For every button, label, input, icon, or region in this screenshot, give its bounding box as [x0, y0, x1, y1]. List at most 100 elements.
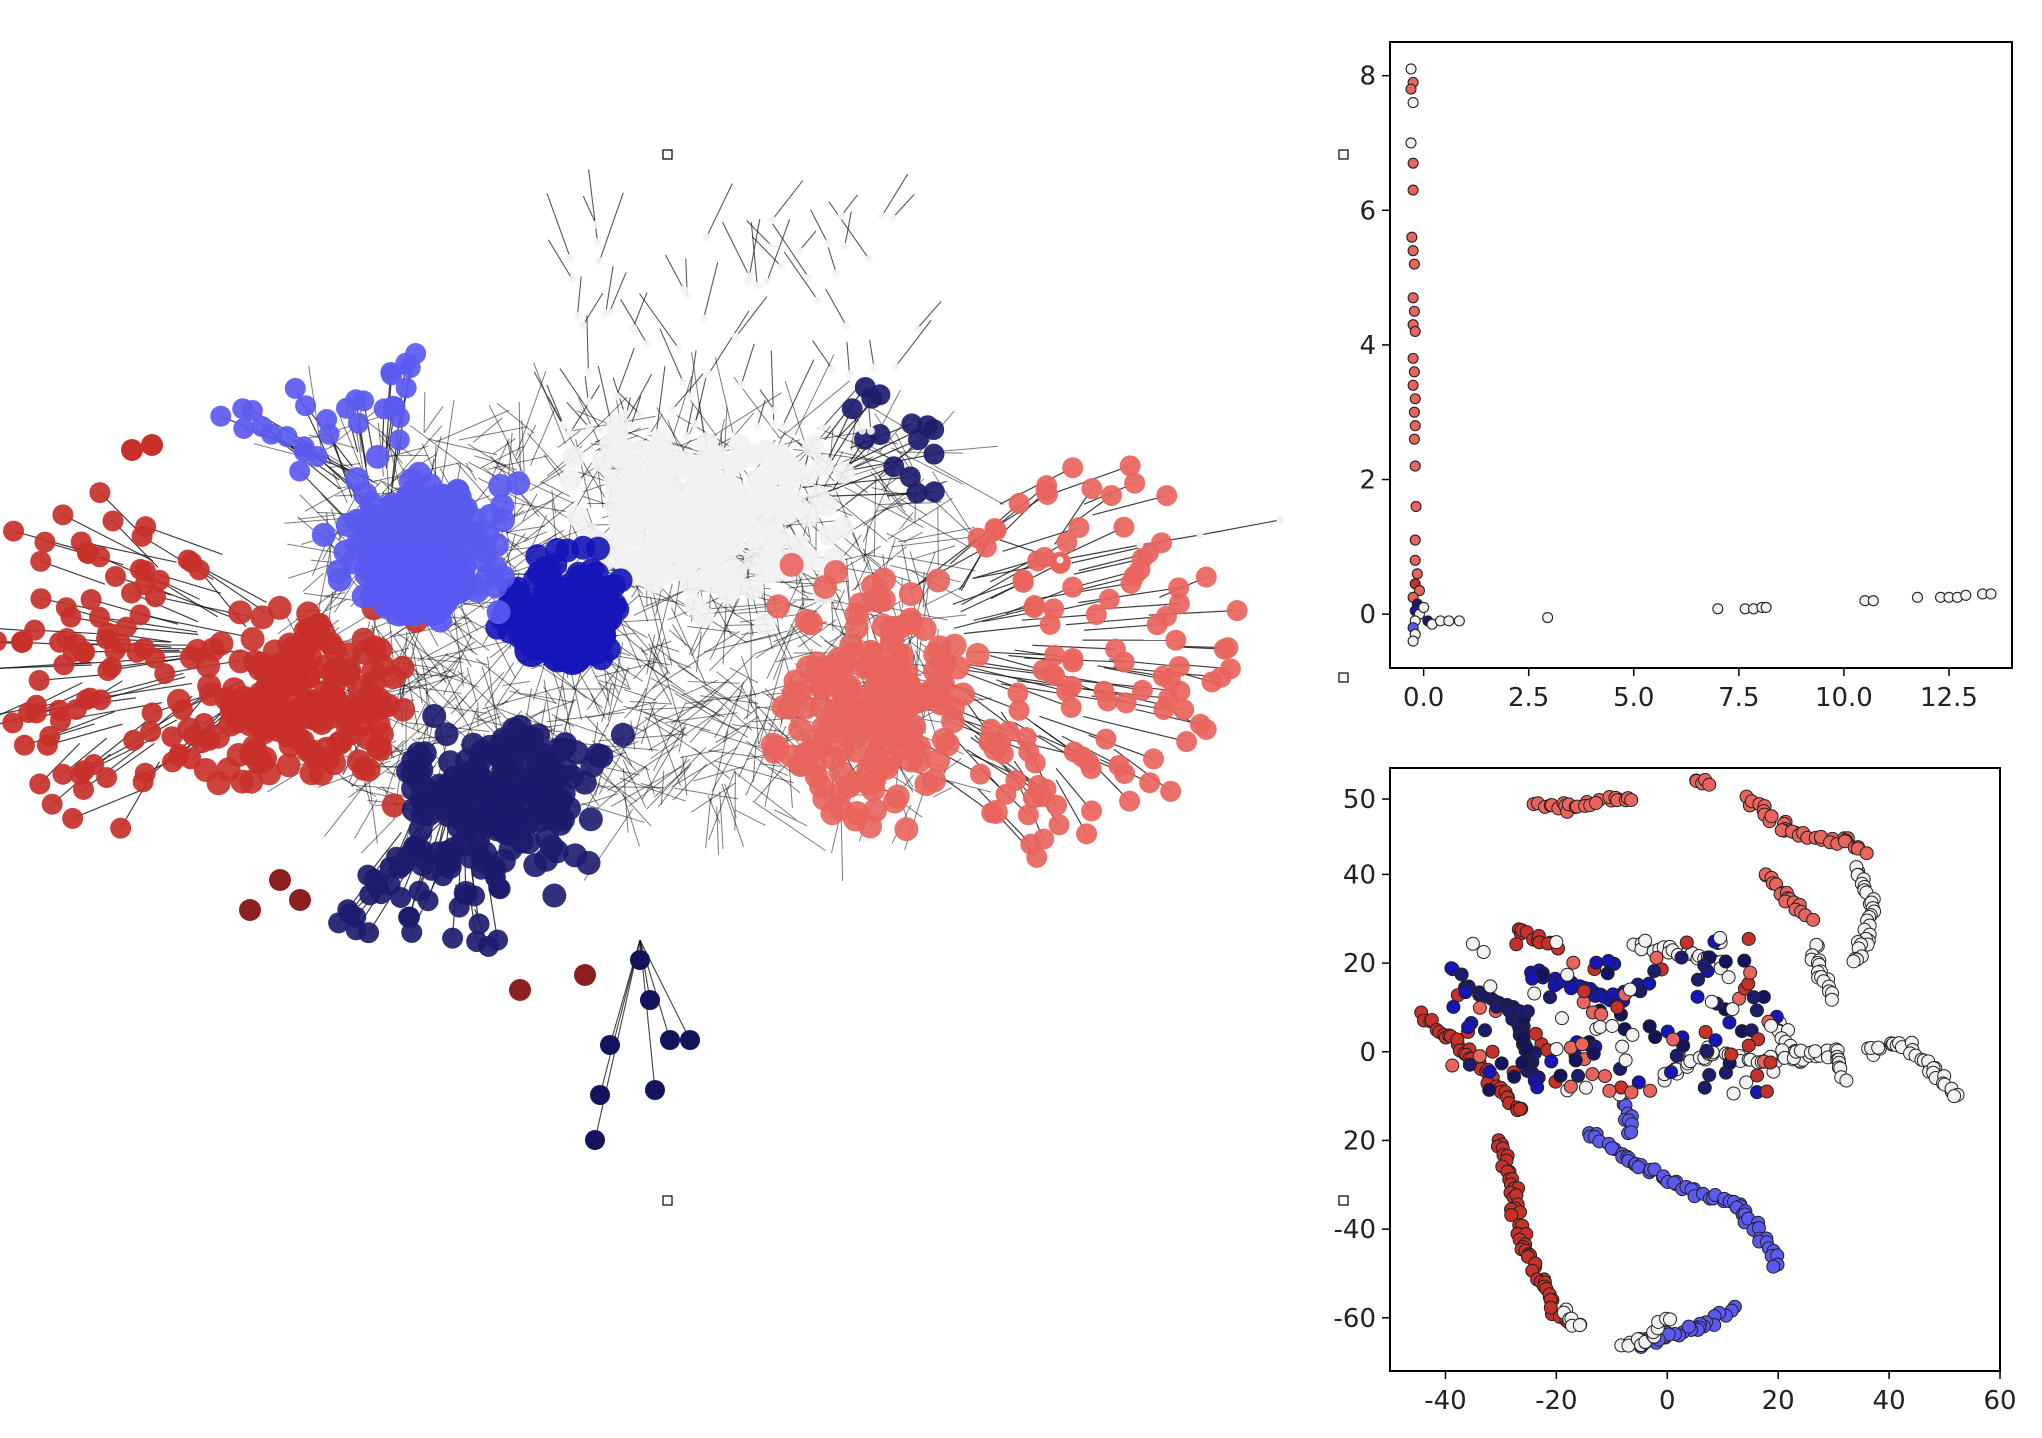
network-edge — [705, 392, 782, 441]
scatter-bottom-point — [1605, 1018, 1620, 1033]
network-edge — [724, 406, 728, 452]
scatter-bottom-point — [1560, 967, 1575, 982]
network-edge — [703, 634, 779, 653]
network-node — [377, 494, 402, 519]
network-node — [779, 552, 804, 577]
scatter-bottom-point — [1527, 986, 1542, 1001]
network-edge — [559, 368, 602, 431]
scatter-bottom-point — [1476, 945, 1491, 960]
network-node — [239, 899, 261, 921]
network-edge — [716, 671, 745, 694]
network-node — [498, 836, 523, 861]
network-node — [1023, 597, 1045, 619]
scatter-top-point — [1542, 611, 1554, 624]
scatter-bottom-point — [1472, 1000, 1487, 1015]
network-node — [566, 505, 589, 528]
network-node — [366, 712, 391, 737]
network-node — [73, 760, 95, 782]
scatter-bottom-point — [1610, 1000, 1625, 1015]
network-node — [627, 421, 636, 430]
scatter-bottom-ytick-label: -40 — [1334, 1215, 1376, 1245]
network-edge — [825, 397, 873, 470]
network-node — [365, 444, 390, 469]
network-node — [568, 275, 577, 284]
network-edge — [493, 466, 574, 504]
network-edge — [709, 730, 729, 804]
network-edge — [705, 183, 733, 238]
network-edge — [722, 599, 727, 665]
network-edge — [0, 642, 19, 645]
network-node — [177, 717, 202, 742]
scatter-bottom-point — [1638, 933, 1653, 948]
network-edge — [885, 538, 896, 569]
network-node — [1129, 559, 1151, 581]
scatter-bottom-point — [1808, 1044, 1823, 1059]
network-edge — [756, 399, 766, 427]
scatter-bottom-point — [1643, 1083, 1658, 1098]
network-edge — [690, 601, 724, 657]
network-node — [667, 559, 690, 582]
network-edge — [891, 536, 972, 548]
network-node — [13, 734, 35, 756]
network-edge — [572, 742, 659, 751]
network-node — [1056, 556, 1064, 564]
network-edge — [749, 698, 800, 751]
network-node — [1093, 680, 1115, 702]
network-node — [691, 420, 700, 429]
network-edge — [708, 750, 764, 759]
network-node — [753, 281, 762, 290]
network-node — [353, 482, 378, 507]
network-node — [1119, 790, 1141, 812]
axes-corner-marker — [1338, 672, 1349, 683]
network-edge — [496, 402, 535, 434]
scatter-top-point — [1407, 184, 1419, 196]
scatter-bottom-point — [1625, 1027, 1640, 1042]
network-node — [679, 285, 688, 294]
network-node — [1085, 604, 1107, 626]
network-node — [975, 536, 997, 558]
scatter-bottom-ytick-label: 40 — [1343, 860, 1376, 890]
scatter-bottom-xtick-label: -20 — [1535, 1386, 1577, 1416]
network-node — [574, 964, 596, 986]
network-node — [1213, 638, 1235, 660]
network-edge — [423, 406, 444, 434]
network-edge — [358, 431, 362, 453]
network-edge — [932, 787, 952, 798]
scatter-bottom-point — [1542, 990, 1557, 1005]
network-edge — [586, 782, 601, 809]
scatter-bottom-point — [1837, 834, 1852, 849]
network-node — [30, 550, 52, 572]
network-node — [625, 510, 648, 533]
network-edge — [1084, 624, 1158, 631]
scatter-bottom-point — [1543, 1300, 1558, 1315]
network-graph — [0, 149, 1349, 1206]
network-edge — [521, 419, 526, 483]
network-edge — [782, 359, 815, 427]
network-edge — [533, 371, 564, 426]
network-node — [899, 466, 921, 488]
scatter-bottom-point — [1465, 936, 1480, 951]
network-edge — [525, 699, 577, 719]
network-edge — [891, 447, 964, 485]
network-node — [731, 333, 740, 342]
scatter-bottom-point — [1509, 937, 1524, 952]
network-edge — [670, 684, 721, 717]
network-node — [763, 277, 772, 286]
scatter-bottom-point — [1642, 976, 1657, 991]
network-node — [1017, 804, 1039, 826]
network-node — [611, 449, 634, 472]
network-edge — [1092, 495, 1167, 516]
network-node — [1113, 651, 1135, 673]
network-edge — [466, 667, 477, 703]
network-node — [237, 712, 262, 737]
network-node — [52, 504, 74, 526]
network-node — [685, 392, 694, 401]
network-node — [465, 761, 490, 786]
network-node — [1108, 754, 1130, 776]
network-node — [559, 420, 568, 429]
network-node — [1131, 679, 1153, 701]
network-edge — [427, 438, 498, 456]
network-node — [328, 912, 350, 934]
network-node — [788, 717, 813, 742]
network-node — [3, 520, 25, 542]
